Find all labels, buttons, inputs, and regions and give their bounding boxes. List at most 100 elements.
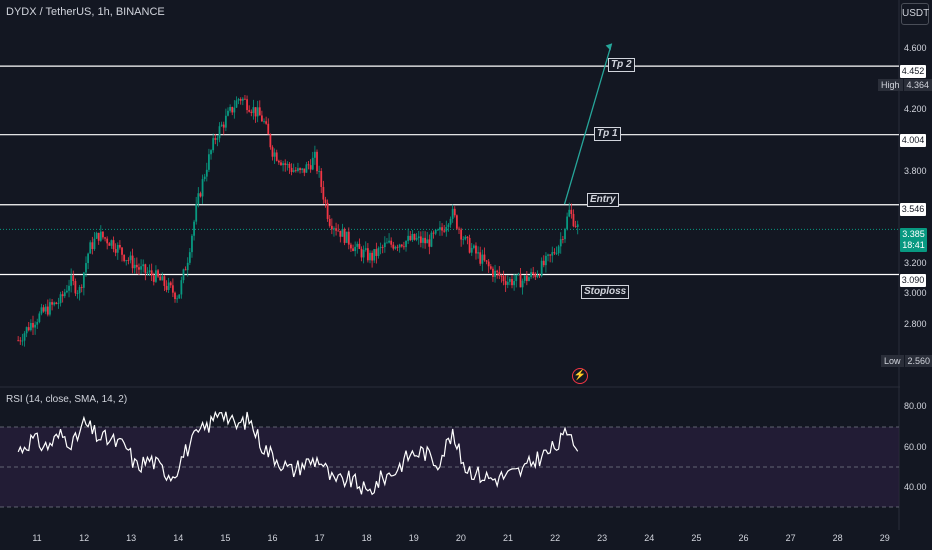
candle-body bbox=[146, 272, 149, 273]
candle-body bbox=[483, 254, 486, 261]
candle-body bbox=[504, 281, 507, 285]
candle-body bbox=[392, 244, 395, 249]
candle-body bbox=[248, 110, 251, 112]
candle-body bbox=[27, 327, 30, 331]
candle-body bbox=[294, 170, 297, 172]
tp2-label[interactable]: Tp 2 bbox=[608, 58, 635, 72]
candle-body bbox=[515, 274, 518, 282]
currency-button[interactable]: USDT bbox=[901, 3, 929, 25]
candle-body bbox=[61, 294, 64, 297]
candle-body bbox=[144, 264, 147, 273]
candle-body bbox=[536, 275, 539, 278]
low-value: 2.560 bbox=[904, 355, 932, 367]
candle-body bbox=[256, 107, 259, 117]
high-value: 4.364 bbox=[903, 79, 932, 91]
candle-body bbox=[142, 264, 145, 267]
time-tick: 18 bbox=[361, 533, 372, 543]
candle-body bbox=[534, 274, 537, 278]
candle-body bbox=[102, 231, 104, 238]
candle-body bbox=[114, 249, 117, 253]
candle-body bbox=[347, 231, 350, 245]
candle-body bbox=[212, 138, 215, 151]
candle-body bbox=[379, 246, 382, 248]
candle-body bbox=[449, 218, 452, 225]
candle-body bbox=[36, 321, 39, 325]
candle-body bbox=[152, 275, 155, 282]
candle-body bbox=[468, 237, 471, 253]
candle-body bbox=[129, 255, 132, 261]
candle-body bbox=[517, 274, 520, 275]
candle-body bbox=[161, 276, 164, 281]
candle-body bbox=[364, 248, 367, 250]
candle-body bbox=[419, 236, 422, 243]
candle-body bbox=[34, 324, 37, 328]
candle-body bbox=[508, 278, 511, 282]
rsi-level-label: 80.00 bbox=[904, 401, 927, 411]
lightning-icon[interactable]: ⚡ bbox=[572, 368, 588, 384]
candle-body bbox=[222, 124, 225, 128]
candle-body bbox=[66, 290, 68, 293]
candle-body bbox=[430, 232, 433, 247]
candle-body bbox=[487, 261, 490, 267]
candle-body bbox=[411, 234, 414, 241]
candle-body bbox=[360, 248, 363, 258]
candle-body bbox=[316, 151, 318, 172]
candle-body bbox=[214, 138, 217, 140]
price-tick: 3.800 bbox=[904, 166, 927, 176]
rsi-title[interactable]: RSI (14, close, SMA, 14, 2) bbox=[6, 394, 128, 405]
candle-body bbox=[21, 340, 24, 342]
candle-body bbox=[498, 272, 501, 276]
time-tick: 29 bbox=[879, 533, 890, 543]
candle-body bbox=[403, 246, 405, 248]
candle-body bbox=[123, 254, 126, 261]
candle-body bbox=[57, 303, 60, 304]
candle-body bbox=[269, 134, 272, 148]
candle-body bbox=[443, 230, 446, 232]
candle-body bbox=[55, 302, 58, 304]
entry-label[interactable]: Entry bbox=[587, 193, 619, 207]
stoploss-label[interactable]: Stoploss bbox=[581, 285, 630, 299]
candle-body bbox=[489, 266, 492, 269]
candle-body bbox=[91, 242, 94, 250]
candle-body bbox=[208, 154, 210, 170]
candle-body bbox=[366, 248, 369, 261]
tp1-label[interactable]: Tp 1 bbox=[594, 127, 621, 141]
current-price-value: 3.385 bbox=[902, 229, 925, 239]
candle-body bbox=[496, 270, 499, 273]
candle-body bbox=[265, 121, 268, 124]
candle-body bbox=[545, 255, 547, 266]
candle-body bbox=[470, 247, 473, 253]
candle-body bbox=[538, 275, 541, 276]
candle-body bbox=[277, 160, 280, 163]
stoploss-price-badge: 3.090 bbox=[900, 274, 926, 287]
candle-body bbox=[445, 226, 448, 232]
candle-body bbox=[282, 163, 284, 166]
candle-body bbox=[239, 99, 242, 101]
candle-body bbox=[398, 244, 401, 248]
candle-body bbox=[59, 294, 62, 304]
candle-body bbox=[388, 240, 390, 243]
candle-body bbox=[413, 234, 416, 240]
candle-body bbox=[224, 115, 227, 128]
candle-body bbox=[390, 240, 393, 245]
high-marker: High 4.364 bbox=[878, 79, 932, 91]
candle-body bbox=[118, 244, 121, 248]
candle-body bbox=[25, 327, 28, 334]
candle-body bbox=[333, 228, 335, 230]
candle-body bbox=[292, 170, 295, 172]
candle-body bbox=[174, 292, 176, 299]
candle-body bbox=[87, 253, 90, 264]
current-price-badge: 3.385 18:41 bbox=[900, 228, 927, 252]
candle-body bbox=[263, 121, 265, 123]
time-tick: 20 bbox=[455, 533, 466, 543]
time-tick: 21 bbox=[502, 533, 513, 543]
candle-body bbox=[436, 229, 439, 231]
candle-body bbox=[72, 275, 75, 281]
candle-body bbox=[104, 237, 106, 239]
candle-body bbox=[324, 199, 327, 203]
candle-body bbox=[165, 285, 168, 290]
candle-body bbox=[309, 165, 312, 170]
candle-body bbox=[184, 269, 187, 271]
candle-body bbox=[290, 167, 293, 172]
